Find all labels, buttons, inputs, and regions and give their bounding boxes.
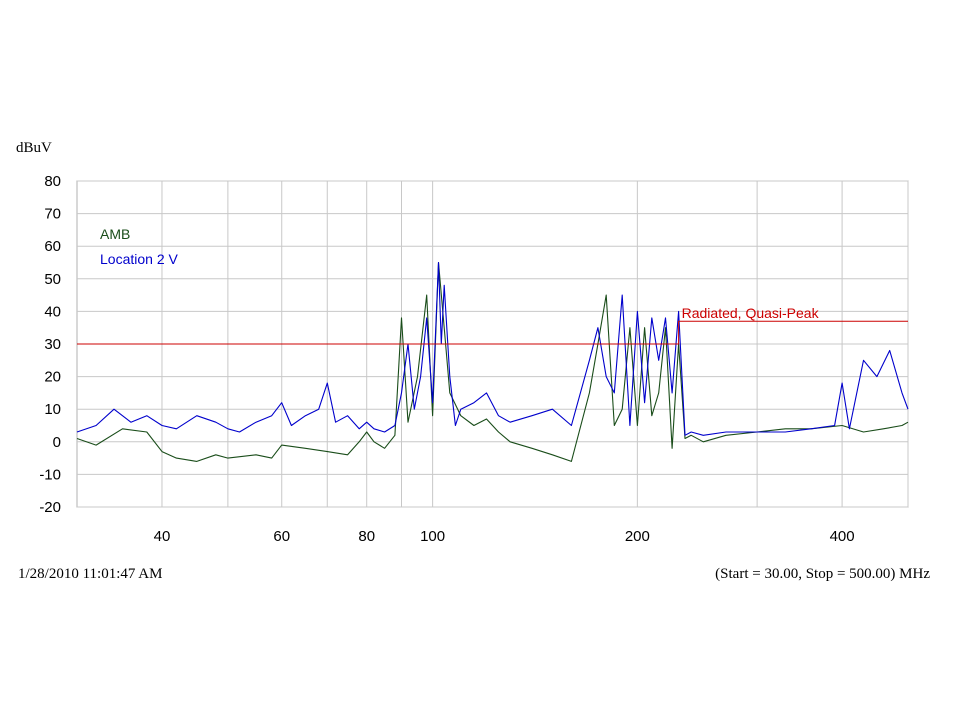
x-tick-label: 40	[154, 528, 171, 545]
x-tick-label: 100	[420, 528, 445, 545]
y-axis-label: dBuV	[16, 140, 52, 156]
series-line-radiated-quasi-peak	[77, 320, 908, 345]
frequency-range: (Start = 30.00, Stop = 500.00) MHz	[715, 566, 930, 582]
y-tick-label: 20	[44, 369, 61, 386]
y-tick-label: 0	[53, 434, 61, 451]
y-tick-label: -10	[39, 466, 61, 483]
y-tick-label: 10	[44, 401, 61, 418]
y-tick-label: 80	[44, 173, 61, 190]
y-tick-label: -20	[39, 499, 61, 516]
y-tick-label: 40	[44, 303, 61, 320]
legend-entry: Location 2 V	[100, 251, 178, 267]
y-tick-label: 60	[44, 238, 61, 255]
series-line-location-2-v	[76, 261, 909, 436]
y-tick-label: 70	[44, 206, 61, 223]
x-tick-label: 400	[830, 528, 855, 545]
x-tick-label: 80	[358, 528, 375, 545]
series-line-amb	[76, 261, 909, 462]
y-tick-label: 30	[44, 336, 61, 353]
y-tick-label: 50	[44, 271, 61, 288]
x-tick-label: 60	[273, 528, 290, 545]
timestamp: 1/28/2010 11:01:47 AM	[18, 566, 163, 582]
x-tick-label: 200	[625, 528, 650, 545]
limit-line-label: Radiated, Quasi-Peak	[682, 305, 820, 321]
legend-entry: AMB	[100, 226, 130, 242]
